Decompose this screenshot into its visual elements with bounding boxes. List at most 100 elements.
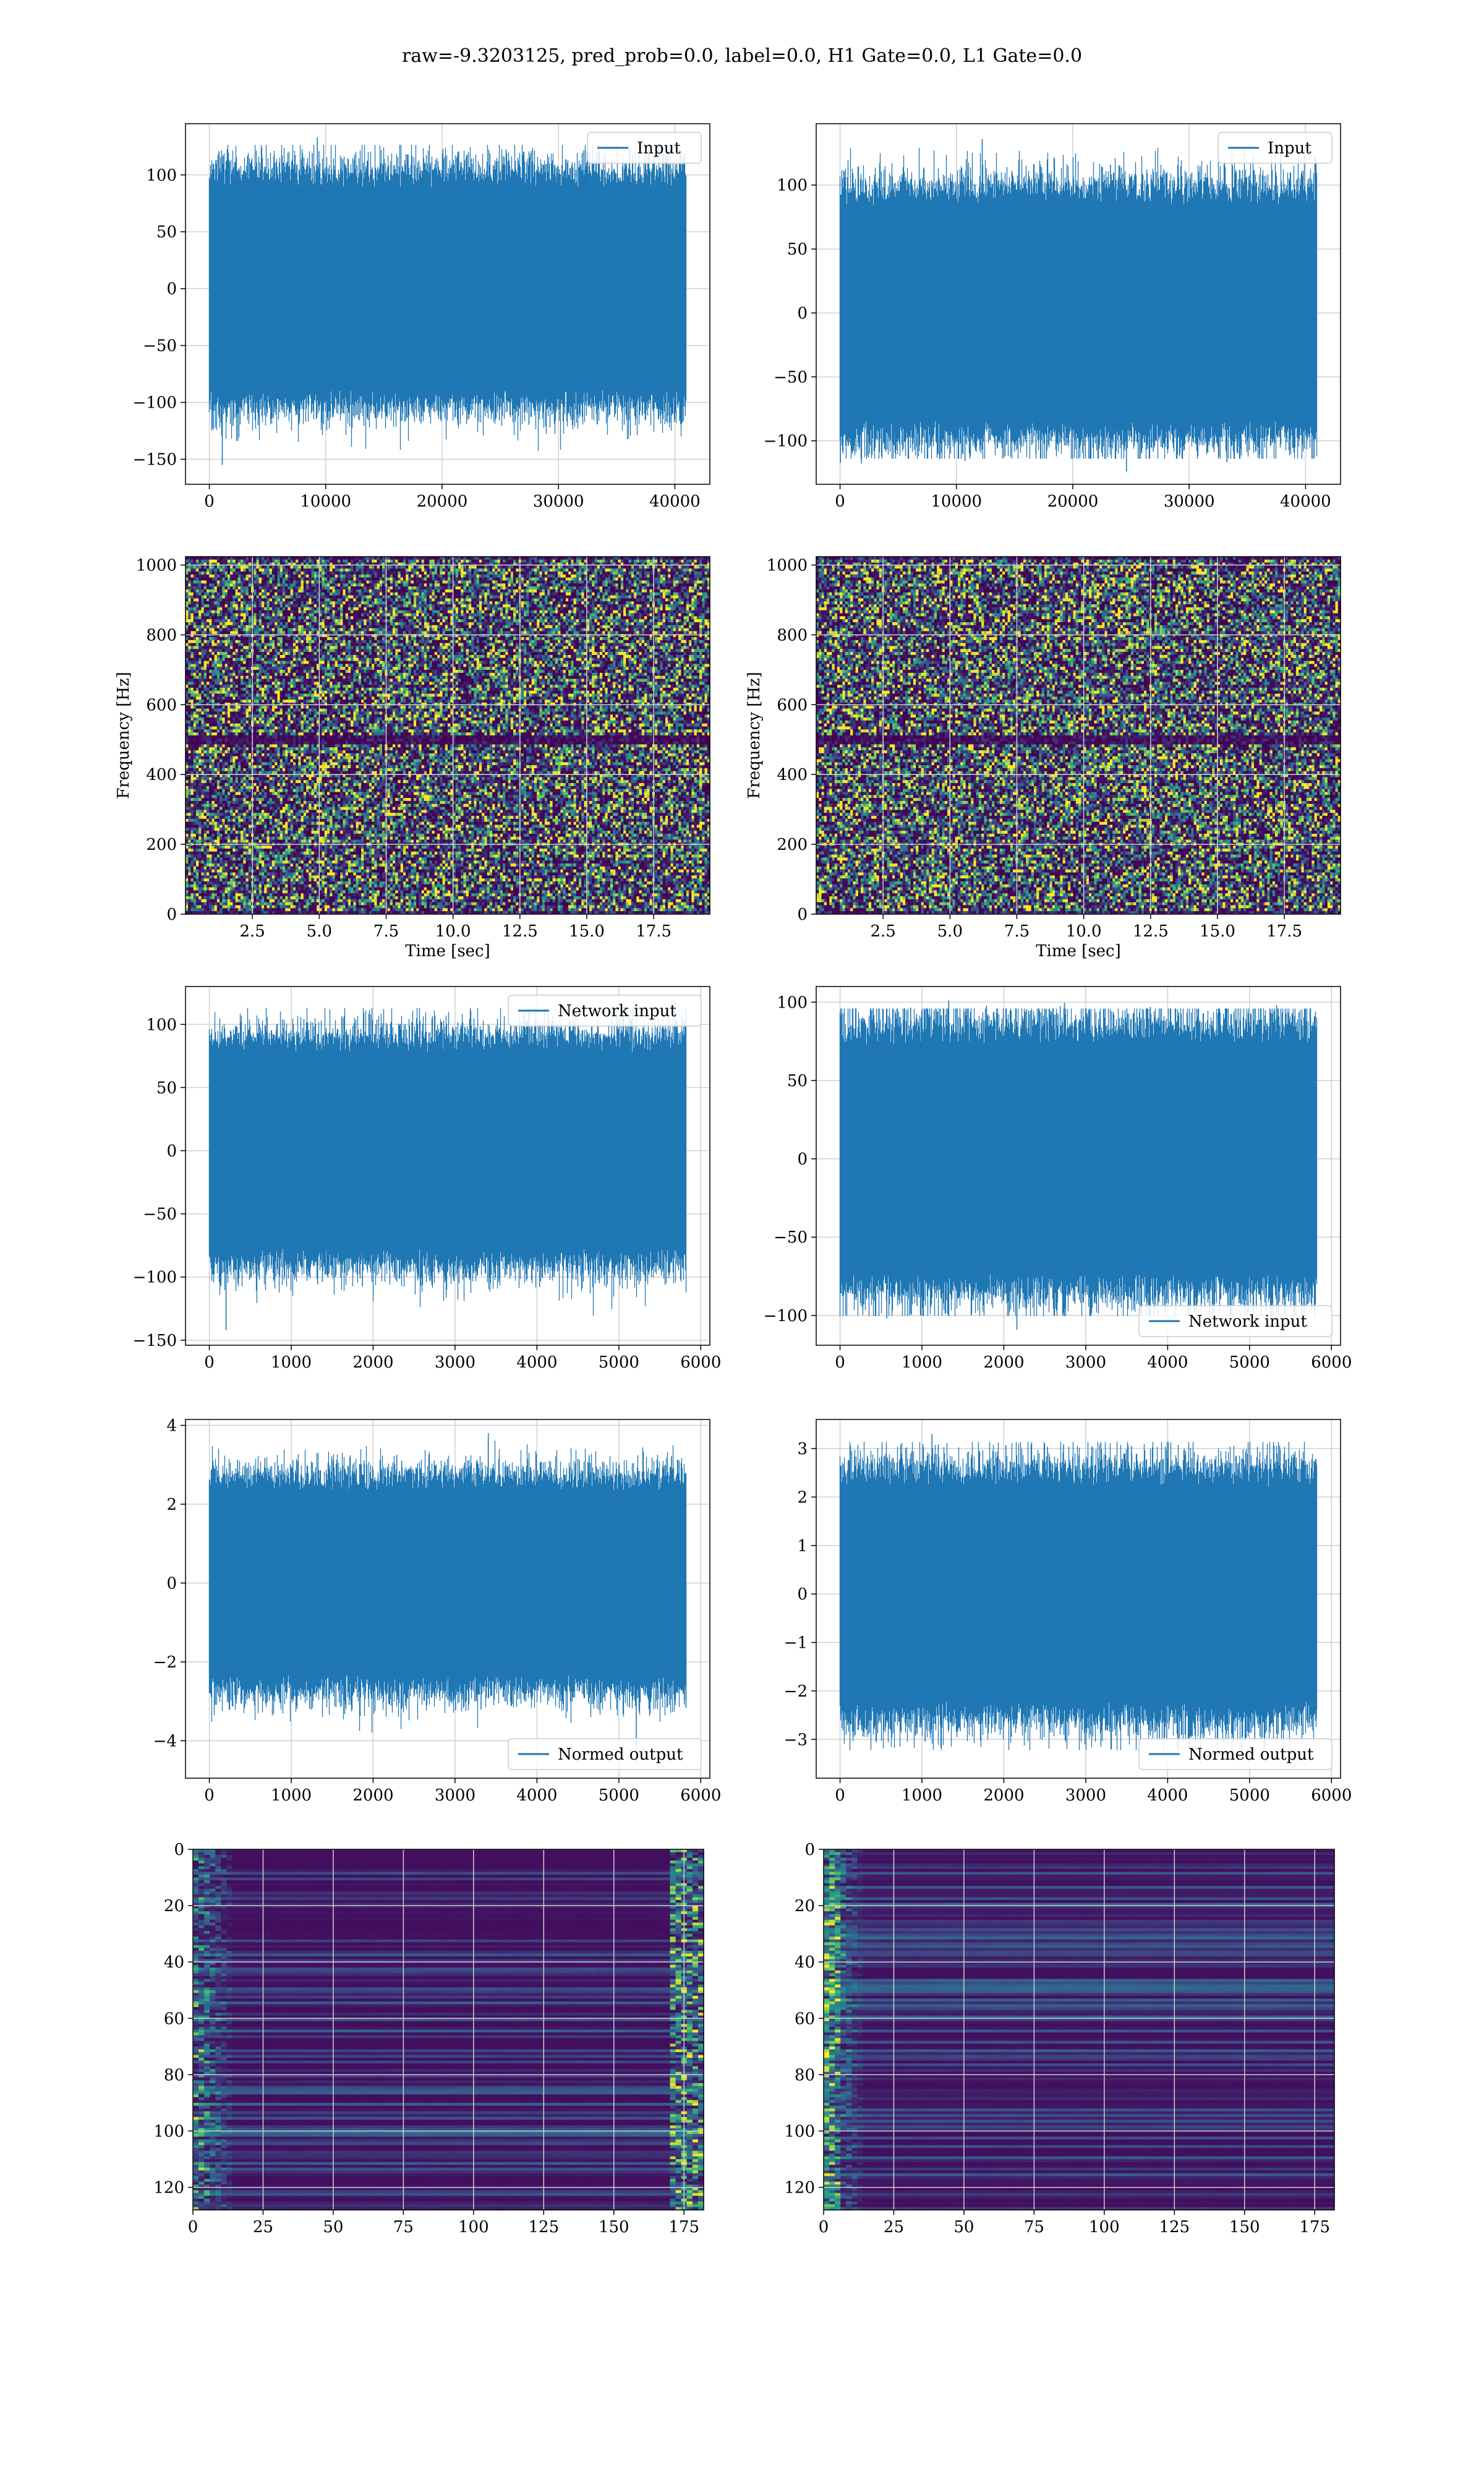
heatmap-cell [408, 589, 411, 593]
heatmap-cell [259, 581, 262, 584]
heatmap-cell [660, 565, 663, 568]
x-tick-label: 40000 [1280, 492, 1331, 511]
heatmap-cell [537, 589, 540, 593]
heatmap-cell [532, 560, 535, 563]
heatmap-cell [338, 560, 341, 563]
heatmap-cell [605, 586, 608, 589]
heatmap-cell [615, 581, 618, 584]
heatmap-cell [474, 571, 477, 575]
heatmap-cell [241, 586, 244, 589]
heatmap-cell [574, 568, 577, 571]
heatmap-cell [422, 560, 425, 563]
heatmap-cell [427, 589, 430, 593]
heatmap-cell [532, 571, 535, 575]
heatmap-cell [684, 575, 687, 578]
heatmap-cell [649, 589, 652, 593]
heatmap-cell [689, 583, 692, 586]
heatmap-cell [532, 568, 535, 571]
heatmap-cell [647, 565, 650, 568]
heatmap-cell [691, 575, 694, 578]
heatmap-cell [681, 589, 684, 593]
heatmap-cell [684, 568, 687, 571]
heatmap-cell [256, 571, 259, 575]
heatmap-cell [264, 586, 267, 589]
heatmap-cell [285, 593, 288, 596]
heatmap-cell [576, 568, 579, 571]
heatmap-cell [309, 586, 312, 589]
heatmap-cell [232, 593, 236, 596]
heatmap-cell [232, 571, 236, 575]
heatmap-cell [377, 589, 380, 593]
heatmap-cell [306, 557, 309, 560]
heatmap-cell [631, 586, 634, 589]
heatmap-cell [343, 557, 346, 560]
heatmap-cell [639, 575, 642, 578]
heatmap-cell [647, 581, 650, 584]
heatmap-cell [201, 557, 204, 560]
heatmap-cell [393, 568, 396, 571]
heatmap-cell [608, 568, 611, 571]
heatmap-cell [380, 593, 383, 596]
heatmap-cell [194, 578, 197, 581]
heatmap-cell [689, 557, 692, 560]
y-tick-label: 0 [166, 280, 177, 299]
heatmap-cell [301, 568, 304, 571]
heatmap-cell [516, 568, 519, 571]
heatmap-cell [605, 578, 608, 581]
heatmap-cell [516, 586, 519, 589]
heatmap-cell [364, 583, 367, 586]
heatmap-cell [513, 568, 516, 571]
heatmap-cell [312, 565, 315, 568]
heatmap-cell [589, 578, 592, 581]
heatmap-cell [500, 568, 503, 571]
heatmap-cell [348, 571, 351, 575]
heatmap-cell [463, 575, 466, 578]
heatmap-cell [592, 575, 595, 578]
heatmap-cell [492, 571, 495, 575]
heatmap-cell [684, 583, 687, 586]
heatmap-cell [524, 575, 527, 578]
heatmap-cell [597, 557, 600, 560]
heatmap-cell [351, 586, 354, 589]
heatmap-cell [487, 568, 490, 571]
heatmap-cell [372, 589, 375, 593]
heatmap-cell [277, 557, 280, 560]
heatmap-cell [553, 571, 556, 575]
heatmap-cell [477, 560, 480, 563]
heatmap-cell [694, 568, 697, 571]
heatmap-cell [495, 583, 498, 586]
heatmap-cell [346, 560, 349, 563]
heatmap-cell [581, 575, 584, 578]
heatmap-cell [267, 586, 270, 589]
heatmap-cell [346, 586, 349, 589]
heatmap-cell [408, 568, 411, 571]
heatmap-cell [508, 589, 511, 593]
heatmap-cell [681, 557, 684, 560]
heatmap-cell [539, 557, 542, 560]
heatmap-cell [437, 571, 440, 575]
heatmap-cell [351, 560, 354, 563]
heatmap-cell [270, 571, 273, 575]
heatmap-cell [456, 560, 459, 563]
y-tick-label: 50 [156, 223, 177, 242]
heatmap-cell [594, 583, 597, 586]
heatmap-cell [220, 593, 223, 596]
heatmap-cell [563, 581, 566, 584]
heatmap-cell [280, 560, 283, 563]
heatmap-cell [697, 565, 700, 568]
heatmap-cell [312, 575, 315, 578]
heatmap-cell [610, 565, 613, 568]
heatmap-cell [390, 581, 393, 584]
heatmap-cell [364, 560, 367, 563]
heatmap-cell [484, 586, 487, 589]
heatmap-cell [526, 586, 529, 589]
heatmap-cell [626, 575, 629, 578]
heatmap-cell [194, 575, 197, 578]
heatmap-cell [443, 571, 446, 575]
heatmap-cell [581, 578, 584, 581]
heatmap-cell [427, 575, 430, 578]
heatmap-cell [495, 565, 498, 568]
heatmap-cell [211, 578, 215, 581]
heatmap-cell [209, 583, 212, 586]
heatmap-cell [657, 586, 660, 589]
